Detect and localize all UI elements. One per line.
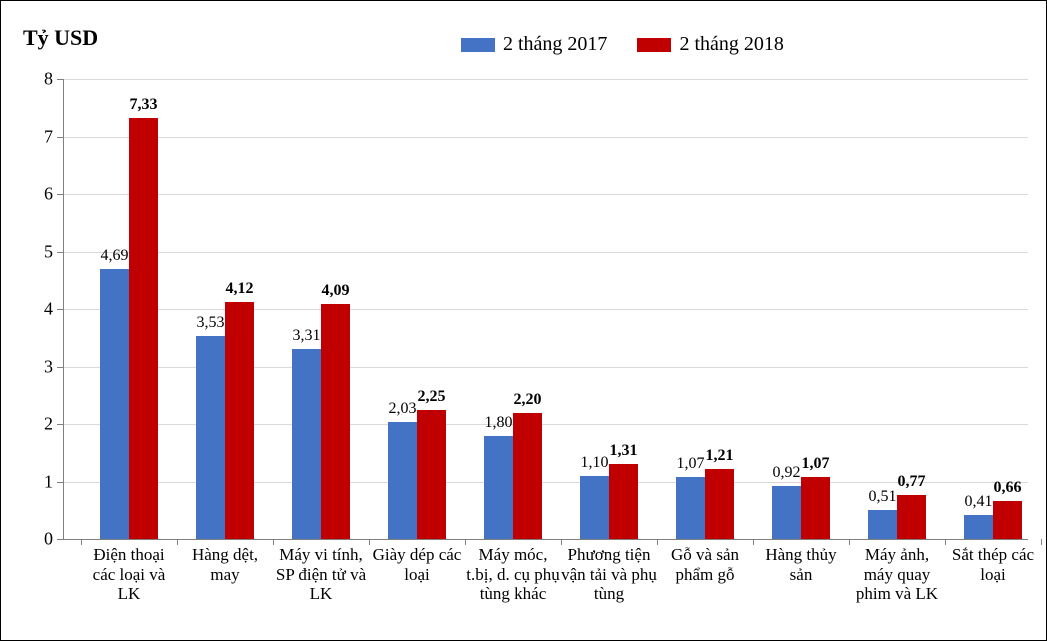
y-tick-label: 1 <box>44 471 63 492</box>
chart-container: Tỷ USD 2 tháng 2017 2 tháng 2018 0 1 2 3 4 5 6 7… <box>0 0 1047 641</box>
legend-item: 2 tháng 2017 <box>461 33 607 56</box>
x-category-label: Điện thoại các loại và LK <box>81 545 177 604</box>
bar-value-label: 1,80 <box>485 414 513 436</box>
bar: 1,10 <box>580 476 609 539</box>
bar: 1,07 <box>676 477 705 539</box>
bar: 7,33 <box>129 118 158 539</box>
bar: 1,80 <box>484 436 513 540</box>
bar-value-label: 0,51 <box>869 488 897 510</box>
bar-value-label: 1,07 <box>802 455 830 477</box>
legend-swatch <box>637 38 671 52</box>
bar: 4,09 <box>321 304 350 539</box>
bar-value-label: 2,25 <box>418 388 446 410</box>
x-category-label: Máy móc, t.bị, d. cụ phụ tùng khác <box>465 545 561 604</box>
y-tick-label: 0 <box>44 529 63 550</box>
x-category-label: Máy vi tính, SP điện tử và LK <box>273 545 369 604</box>
legend-label: 2 tháng 2017 <box>503 33 607 56</box>
bar: 1,21 <box>705 469 734 539</box>
y-tick-label: 4 <box>44 299 63 320</box>
bar-value-label: 0,92 <box>773 464 801 486</box>
bar-value-label: 3,53 <box>197 314 225 336</box>
bar-value-label: 1,31 <box>610 442 638 464</box>
bar-value-label: 0,77 <box>898 473 926 495</box>
x-tick-mark <box>1041 539 1042 545</box>
x-category-label: Hàng dệt, may <box>177 545 273 584</box>
x-category-label: Máy ảnh, máy quay phim và LK <box>849 545 945 604</box>
bar: 0,77 <box>897 495 926 539</box>
x-category-label: Hàng thủy sản <box>753 545 849 584</box>
bar-value-label: 0,41 <box>965 493 993 515</box>
y-tick-label: 3 <box>44 356 63 377</box>
bar-value-label: 0,66 <box>994 479 1022 501</box>
bar-value-label: 1,07 <box>677 455 705 477</box>
y-tick-label: 5 <box>44 241 63 262</box>
x-axis-line <box>63 539 1028 540</box>
bar: 0,66 <box>993 501 1022 539</box>
bar: 2,03 <box>388 422 417 539</box>
x-category-label: Phương tiện vận tải và phụ tùng <box>561 545 657 604</box>
x-category-label: Gỗ và sản phẩm gỗ <box>657 545 753 584</box>
chart-legend: 2 tháng 2017 2 tháng 2018 <box>461 33 784 56</box>
y-tick-label: 7 <box>44 126 63 147</box>
bar-value-label: 1,21 <box>706 447 734 469</box>
legend-label: 2 tháng 2018 <box>679 33 783 56</box>
bar-value-label: 4,12 <box>226 280 254 302</box>
bars-layer: 4,697,333,534,123,314,092,032,251,802,20… <box>63 79 1028 539</box>
bar-value-label: 2,03 <box>389 400 417 422</box>
x-category-label: Giày dép các loại <box>369 545 465 584</box>
bar: 1,31 <box>609 464 638 539</box>
bar: 2,20 <box>513 413 542 540</box>
bar: 1,07 <box>801 477 830 539</box>
bar-value-label: 4,09 <box>322 282 350 304</box>
y-tick-label: 8 <box>44 69 63 90</box>
legend-swatch <box>461 38 495 52</box>
bar: 0,41 <box>964 515 993 539</box>
y-tick-label: 6 <box>44 184 63 205</box>
bar: 4,69 <box>100 269 129 539</box>
x-category-label: Sắt thép các loại <box>945 545 1041 584</box>
legend-item: 2 tháng 2018 <box>637 33 783 56</box>
plot-area: 0123456784,697,333,534,123,314,092,032,2… <box>63 79 1028 539</box>
bar: 0,51 <box>868 510 897 539</box>
bar-value-label: 3,31 <box>293 327 321 349</box>
bar-value-label: 4,69 <box>101 247 129 269</box>
bar: 3,31 <box>292 349 321 539</box>
bar-value-label: 1,10 <box>581 454 609 476</box>
bar: 3,53 <box>196 336 225 539</box>
y-tick-label: 2 <box>44 414 63 435</box>
y-axis-title: Tỷ USD <box>23 25 98 51</box>
bar: 0,92 <box>772 486 801 539</box>
bar: 2,25 <box>417 410 446 539</box>
bar-value-label: 2,20 <box>514 391 542 413</box>
bar: 4,12 <box>225 302 254 539</box>
bar-value-label: 7,33 <box>130 96 158 118</box>
